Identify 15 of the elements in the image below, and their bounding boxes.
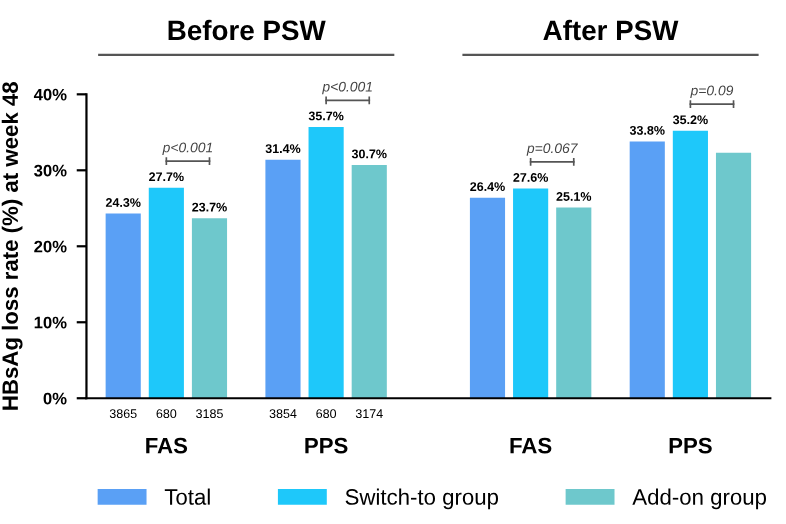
legend-label: Add-on group <box>632 488 767 510</box>
text: After PSW <box>543 19 679 41</box>
x-tick-label: FAS <box>510 437 552 454</box>
x-tick-label: PPS <box>305 437 348 454</box>
y-tick-label: 20% <box>34 240 67 253</box>
y-tick-label: 40% <box>33 88 67 101</box>
y-axis-title: HBsAg loss rate (%) at week 48 <box>1 82 23 410</box>
text: Before PSW <box>168 19 326 41</box>
x-tick-label: PPS <box>669 437 712 454</box>
y-tick-label: 10% <box>34 316 67 329</box>
legend-label: Total <box>164 488 210 505</box>
legend-label: Switch-to group <box>345 488 499 510</box>
y-tick-label: 0% <box>43 392 67 405</box>
y-tick-label: 30% <box>34 164 67 177</box>
x-tick-label: FAS <box>146 437 188 454</box>
